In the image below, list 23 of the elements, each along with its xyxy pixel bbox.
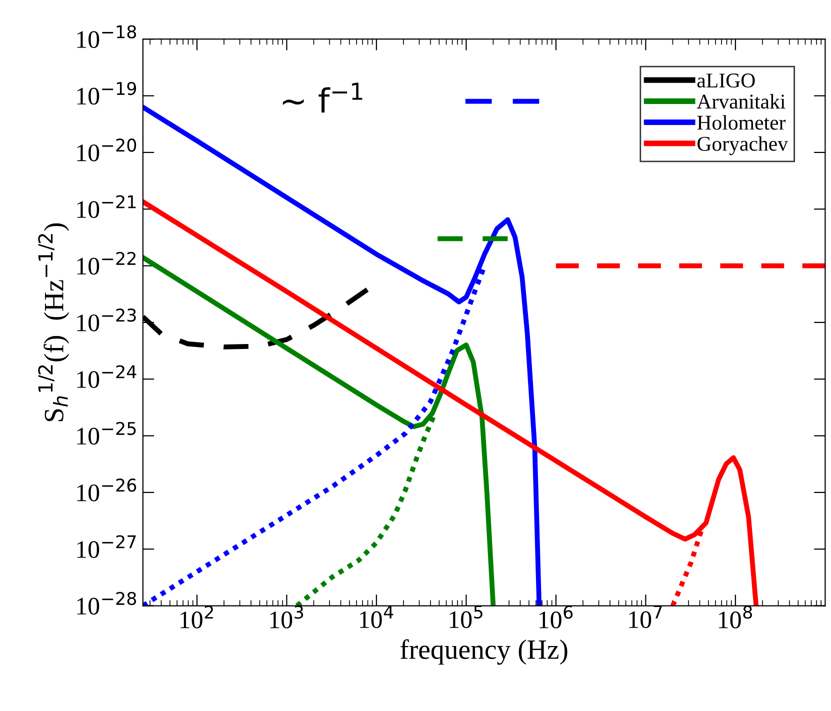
legend-label: Holometer [697, 115, 786, 130]
y-tick-label: 10$^{−26}$ [77, 478, 136, 502]
legend-label: Goryachev [698, 136, 788, 156]
y-tick-label: 10$^{−22}$ [77, 252, 136, 275]
y-tick-label: 10$^{−28}$ [77, 592, 136, 615]
x-tick-label: 10$^{6}$ [540, 606, 573, 628]
y-tick-label: 10$^{−25}$ [77, 422, 136, 445]
y-tick-label: 10$^{−18}$ [77, 25, 136, 48]
legend-label: Arvanitaki [696, 94, 786, 109]
y-axis-title: S$_{h}$$^{1/2}$(f) (Hz$^{−1/2}$) [38, 223, 70, 422]
y-tick-label: 10$^{−19}$ [77, 82, 136, 105]
legend-label: aLIGO [697, 74, 755, 88]
x-tick-label: 10$^{2}$ [180, 606, 213, 628]
x-tick-label: 10$^{3}$ [270, 606, 304, 628]
y-tick-label: 10$^{−23}$ [77, 308, 136, 332]
y-tick-label: 10$^{−24}$ [77, 365, 136, 388]
x-tick-label: 10$^{8}$ [719, 606, 752, 628]
annotation: ∼ f$^{−1}$ [282, 82, 362, 113]
y-tick-label: 10$^{−20}$ [77, 138, 136, 162]
x-tick-label: 10$^{4}$ [360, 606, 394, 628]
y-tick-label: 10$^{−27}$ [77, 535, 136, 558]
x-axis-title: frequency (Hz) [400, 639, 568, 665]
y-tick-label: 10$^{−21}$ [77, 195, 136, 218]
